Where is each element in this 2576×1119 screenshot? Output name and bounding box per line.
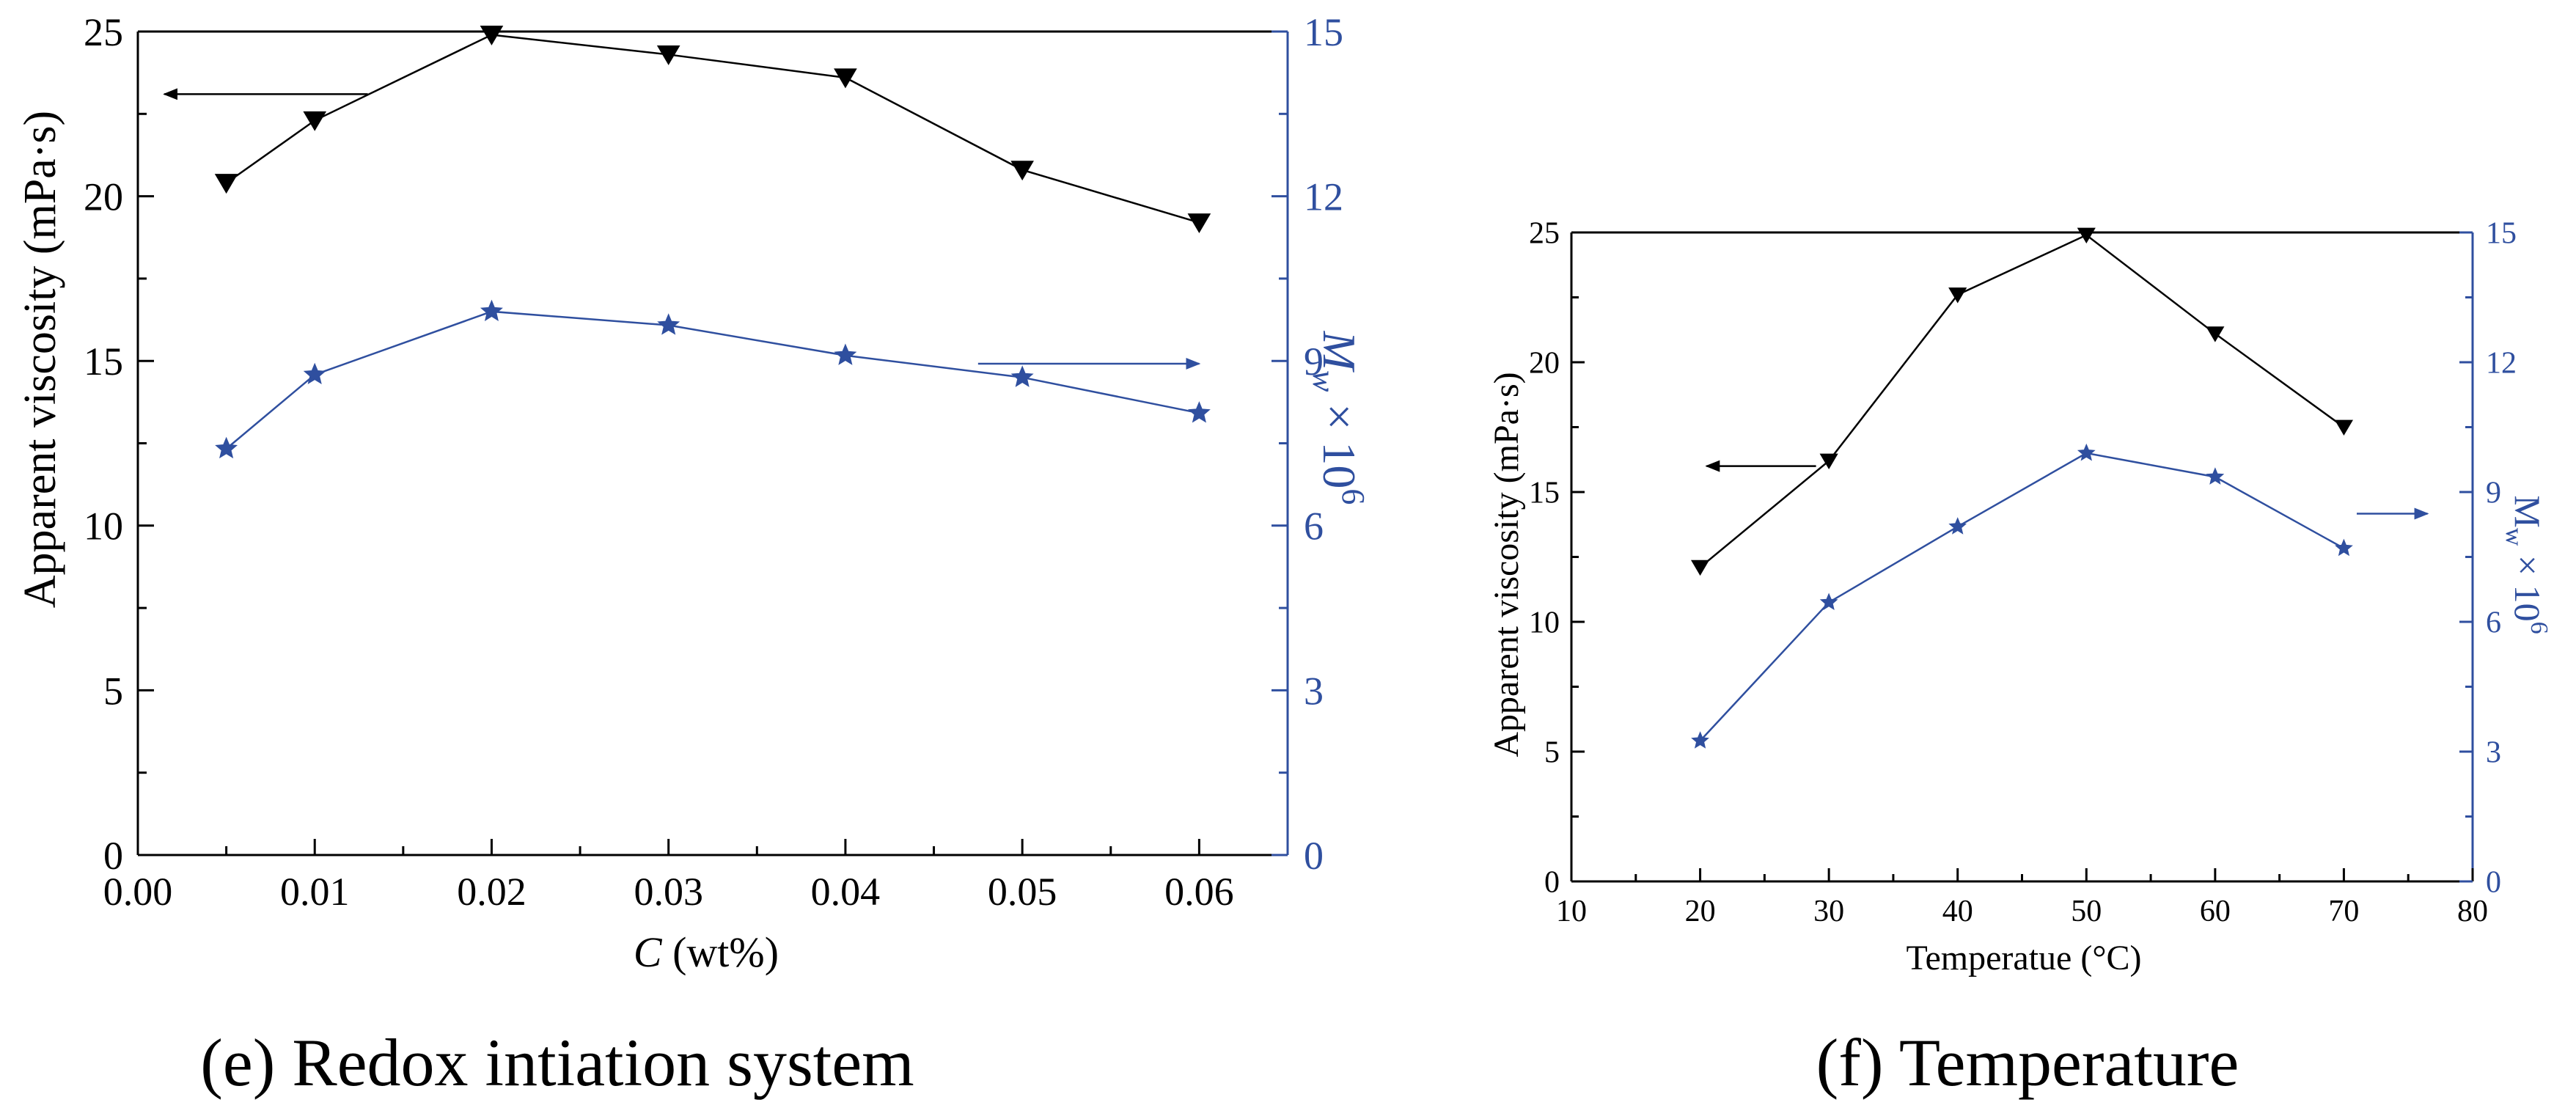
panel-e-viscosity-point (303, 111, 327, 131)
panel-e-x-tick-label: 0.01 (280, 870, 350, 914)
panel-e-x-tick-label: 0.02 (457, 870, 526, 914)
panel-f-y-tick-label: 0 (1544, 866, 1560, 900)
panel-e-y2-tick-label: 3 (1304, 669, 1324, 713)
panel-e-viscosity-point (656, 45, 680, 65)
panel-e-y2-tick-label: 0 (1304, 834, 1324, 878)
panel-f-y2-tick-label: 12 (2486, 347, 2517, 381)
panel-f-x-tick-label: 30 (1813, 895, 1844, 928)
panel-f-y2-tick-label: 3 (2486, 736, 2501, 770)
panel-e-mw-line (225, 310, 1200, 450)
panel-f-viscosity-point (2077, 227, 2096, 244)
panel-e-viscosity-point (480, 26, 504, 45)
panel-f-y2-axis-symbol: M (2507, 495, 2548, 527)
panel-f-viscosity-point (2206, 326, 2225, 342)
panel-f-x-axis-label: Temperatue (°C) (1906, 939, 2141, 977)
panel-f-y-tick-label: 15 (1529, 477, 1560, 510)
panel-e-axis-labels: Apparent viscosity (mPa·s) C (wt%) Mw × … (15, 111, 1371, 976)
panel-e-y2-axis-symbol: M (1313, 331, 1365, 373)
panel-e-y-tick-label: 0 (103, 834, 123, 878)
panel-f-viscosity-line (1699, 234, 2345, 568)
panel-f-mw-point (2335, 538, 2353, 557)
panel-e-y2-tick-label: 6 (1304, 505, 1324, 549)
panel-e-y2-tick-label: 9 (1304, 340, 1324, 384)
panel-f-series (1690, 227, 2429, 749)
panel-e-viscosity-line (225, 34, 1200, 224)
panel-e-viscosity-point (1187, 213, 1211, 233)
panel-e-y-tick-label: 5 (103, 669, 123, 713)
panel-e-viscosity-point (834, 68, 857, 89)
panel-f-x-tick-label: 80 (2457, 895, 2488, 928)
panel-e-x-axis-variable: C (634, 928, 663, 976)
panel-f-mw-line (1699, 452, 2345, 742)
panel-e-mw-point (834, 343, 857, 365)
panel-e-y-tick-label: 25 (84, 10, 123, 54)
panel-e-x-tick-label: 0.05 (988, 870, 1057, 914)
panel-e-series (163, 26, 1211, 459)
panel-e-mw-point (1187, 401, 1211, 423)
panel-f-mw-point (1691, 731, 1709, 749)
panel-f-y-tick-label: 25 (1529, 217, 1560, 251)
panel-f-mw-point (1819, 592, 1838, 610)
panel-f-y2-axis-times: × 10 (2507, 546, 2548, 621)
panel-e-x-tick-label: 0.03 (634, 870, 703, 914)
panel-e-x-axis-label: C (wt%) (634, 928, 779, 976)
panel-e-y-axis-label: Apparent viscosity (mPa·s) (15, 111, 65, 608)
panel-e-y-tick-label: 15 (84, 340, 123, 384)
panel-e-x-tick-label: 0.06 (1164, 870, 1234, 914)
panel-e-y2-axis-exponent: 6 (1335, 488, 1371, 505)
panel-f-mw-point (2206, 467, 2225, 485)
panel-f-viscosity-point (1819, 453, 1838, 470)
panel-e-x-axis-unit: (wt%) (662, 928, 779, 976)
panel-f-y2-tick-label: 0 (2486, 866, 2501, 900)
panel-f-y2-axis-label: Mw × 106 (2500, 495, 2553, 634)
panel-e-y-tick-label: 20 (84, 175, 123, 219)
panel-f-viscosity-point (2334, 419, 2354, 436)
panel-f-x-tick-label: 10 (1556, 895, 1587, 928)
panel-e-y2-axis-times: × 10 (1313, 392, 1365, 488)
panel-f-x-tick-label: 40 (1942, 895, 1973, 928)
panel-f-caption: (f) Temperature (1816, 1025, 2239, 1100)
panel-e-y2-tick-label: 15 (1304, 10, 1343, 54)
panel-e-mw-point (303, 362, 326, 385)
panel-f-x-tick-label: 70 (2328, 895, 2359, 928)
panel-e-x-tick-label: 0.00 (103, 870, 173, 914)
panel-e-y2-tick-label: 12 (1304, 175, 1343, 219)
panel-f-x-tick-label: 50 (2071, 895, 2102, 928)
panel-e-caption: (e) Redox intiation system (200, 1025, 914, 1100)
panel-e-y2-axis-label: Mw × 106 (1306, 331, 1371, 505)
panel-f-x-tick-label: 20 (1685, 895, 1716, 928)
panel-f-y-axis-label: Apparent viscosity (mPa·s) (1487, 372, 1526, 757)
panel-f-mw-point (2077, 443, 2096, 461)
panel-e-viscosity-point (214, 174, 238, 194)
panel-f-y2-axis-exponent: 6 (2525, 622, 2553, 634)
panel-f-viscosity-point (1948, 287, 1967, 304)
panel-e-mw-point (480, 299, 503, 321)
panel-e-mw-point (215, 436, 238, 459)
panel-e-mw-point (1010, 365, 1034, 387)
panel-e-x-tick-label: 0.04 (811, 870, 881, 914)
panel-f-axis-labels: Apparent viscosity (mPa·s) Temperatue (°… (1487, 372, 2553, 977)
panel-f-y2-axis-subscript: w (2500, 528, 2528, 546)
panel-e-viscosity-point (1010, 161, 1034, 181)
panel-f-y-tick-label: 5 (1544, 736, 1560, 770)
panel-e-y-tick-label: 10 (84, 505, 123, 549)
panel-f-y2-tick-label: 15 (2486, 217, 2517, 251)
panel-f-viscosity-point (1690, 560, 1710, 576)
panel-f-y-tick-label: 10 (1529, 606, 1560, 640)
panel-e-axes: 0.00 0.01 0.02 0.03 0.04 0.05 0.06 0 5 10 15 20 25 0 3… (84, 10, 1343, 914)
panel-f-y2-tick-label: 9 (2486, 477, 2501, 510)
panel-f-x-tick-label: 60 (2200, 895, 2231, 928)
panel-f-y2-tick-label: 6 (2486, 606, 2501, 640)
panel-f-mw-point (1948, 517, 1967, 535)
panel-e-y2-axis-subscript: w (1306, 370, 1342, 392)
chart-panel-e: 0.00 0.01 0.02 0.03 0.04 0.05 0.06 0 5 10 15 20 25 0 3… (15, 10, 1371, 1100)
panel-e-mw-point (657, 313, 680, 335)
panel-f-y-tick-label: 20 (1529, 347, 1560, 381)
